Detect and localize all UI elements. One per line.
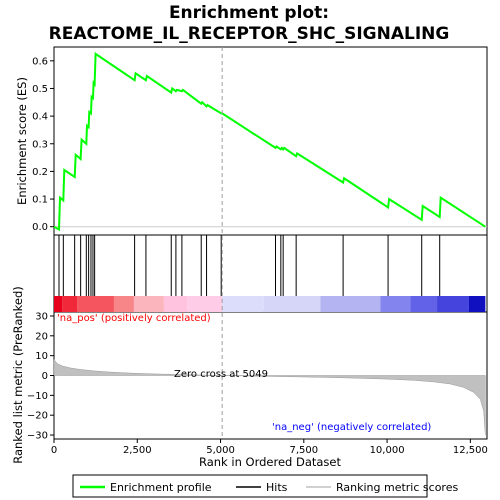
heat-segment [380, 296, 411, 312]
ranking-metric-area [53, 358, 486, 436]
zero-cross-label: Zero cross at 5049 [174, 369, 268, 380]
legend-metric-label: Ranking metric scores [336, 481, 458, 494]
chart-title-line1: Enrichment plot: [169, 3, 329, 23]
x-axis-label: Rank in Ordered Dataset [199, 455, 342, 469]
metric-tick-label: −10 [27, 391, 48, 402]
es-y-ticks: 0.0 0.1 0.2 0.3 0.4 0.5 0.6 [32, 56, 54, 233]
heat-segment [468, 296, 486, 312]
x-ticks: 0 2,500 5,000 7,500 10,000 12,500 [51, 439, 488, 456]
x-tick-label: 2,500 [123, 445, 152, 456]
heat-segment [263, 296, 321, 312]
x-tick-label: 7,500 [289, 445, 318, 456]
metric-tick-label: 20 [35, 331, 48, 342]
x-tick-label: 12,500 [453, 445, 488, 456]
x-tick-label: 10,000 [370, 445, 405, 456]
heat-segment [62, 296, 78, 312]
heat-segment [54, 296, 63, 312]
es-y-axis-label: Enrichment score (ES) [15, 77, 29, 205]
legend-profile-label: Enrichment profile [110, 481, 212, 494]
heat-segment [320, 296, 381, 312]
legend-hits-label: Hits [266, 481, 288, 494]
hit-markers [58, 235, 441, 296]
ranking-heat-bar [54, 296, 486, 312]
heat-segment [113, 296, 134, 312]
heat-segment [133, 296, 164, 312]
es-tick-label: 0.6 [32, 56, 48, 67]
x-tick-label: 0 [51, 445, 57, 456]
metric-tick-label: 10 [35, 351, 48, 362]
es-panel [53, 46, 488, 236]
positive-correlation-label: 'na_pos' (positively correlated) [57, 313, 211, 324]
negative-correlation-label: 'na_neg' (negatively correlated) [272, 422, 431, 433]
heat-segment [163, 296, 188, 312]
heat-segment [437, 296, 469, 312]
heat-segment [187, 296, 223, 312]
heat-segment [222, 296, 264, 312]
x-tick-label: 5,000 [206, 445, 235, 456]
es-tick-label: 0.0 [32, 222, 48, 233]
metric-tick-label: −30 [27, 431, 48, 442]
metric-tick-label: −20 [27, 411, 48, 422]
es-tick-label: 0.1 [32, 195, 48, 206]
legend-box [72, 474, 428, 498]
enrichment-profile-line [53, 52, 486, 232]
metric-y-axis-label: Ranked list metric (PreRanked) [11, 286, 25, 464]
es-tick-label: 0.3 [32, 139, 48, 150]
heat-segment [77, 296, 114, 312]
es-tick-label: 0.2 [32, 167, 48, 178]
metric-tick-label: 30 [35, 311, 48, 322]
metric-tick-label: 0 [42, 371, 48, 382]
es-tick-label: 0.5 [32, 84, 48, 95]
es-tick-label: 0.4 [32, 112, 48, 123]
heat-segment [410, 296, 438, 312]
metric-y-ticks: 30 20 10 0 −10 −20 −30 [27, 311, 54, 442]
chart-title-line2: REACTOME_IL_RECEPTOR_SHC_SIGNALING [49, 24, 450, 44]
